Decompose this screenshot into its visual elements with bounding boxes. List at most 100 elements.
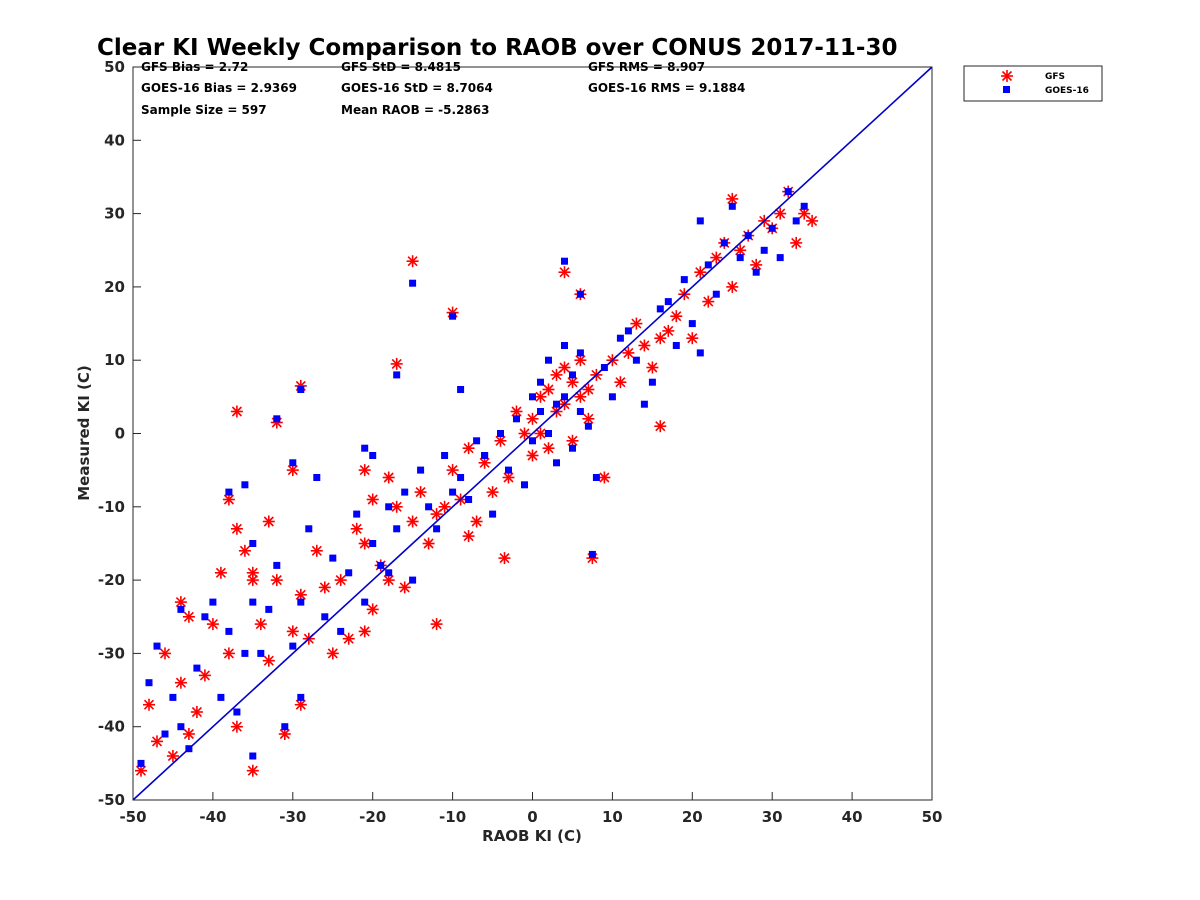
goes16-point bbox=[433, 525, 441, 533]
goes16-point bbox=[569, 444, 576, 452]
gfs-point bbox=[598, 471, 611, 484]
goes16-point bbox=[696, 349, 704, 357]
goes16-point bbox=[768, 224, 776, 232]
x-tick-label: 20 bbox=[682, 808, 703, 826]
goes16-point bbox=[545, 356, 552, 364]
y-axis-label: Measured KI (C) bbox=[75, 365, 93, 501]
gfs-point bbox=[230, 522, 243, 535]
goes16-point bbox=[337, 627, 345, 635]
gfs-point bbox=[622, 346, 635, 359]
stats-annotations: GFS Bias = 2.72 GFS StD = 8.4815 GFS RMS… bbox=[141, 60, 745, 117]
y-tick-label: 20 bbox=[104, 278, 125, 296]
gfs-point bbox=[558, 266, 571, 279]
goes16-point bbox=[680, 276, 688, 284]
gfs-point bbox=[286, 464, 299, 477]
goes16-point bbox=[369, 540, 377, 547]
gfs-point bbox=[790, 236, 803, 249]
goes16-point bbox=[153, 642, 161, 650]
gfs-point bbox=[390, 357, 403, 370]
gfs-point bbox=[806, 214, 819, 227]
x-tick-label: -10 bbox=[439, 808, 466, 826]
goes16-point bbox=[561, 342, 568, 349]
gfs-point bbox=[358, 464, 371, 477]
x-tick-label: -50 bbox=[119, 808, 146, 826]
goes16-point bbox=[257, 649, 265, 657]
gfs-point bbox=[494, 434, 507, 447]
gfs-point bbox=[342, 632, 355, 645]
gfs-point bbox=[174, 596, 187, 609]
goes16-point bbox=[704, 261, 712, 269]
gfs-point bbox=[726, 192, 739, 205]
gfs-point bbox=[470, 515, 483, 528]
goes16-point bbox=[640, 400, 648, 408]
goes16-point bbox=[537, 378, 544, 386]
gfs-point bbox=[350, 522, 363, 535]
goes16-point bbox=[449, 488, 457, 496]
goes16-point bbox=[393, 525, 401, 533]
chart-title: Clear KI Weekly Comparison to RAOB over … bbox=[97, 35, 897, 61]
x-tick-label: 0 bbox=[527, 808, 537, 826]
goes16-point bbox=[281, 723, 289, 731]
gfs-point bbox=[254, 618, 267, 631]
gfs-point bbox=[406, 255, 419, 268]
goes16-point bbox=[576, 408, 584, 415]
gfs-point bbox=[518, 427, 531, 440]
gfs-point bbox=[462, 442, 475, 455]
goes16-point bbox=[576, 349, 584, 357]
gfs-point bbox=[398, 581, 411, 594]
goes16-point bbox=[209, 598, 217, 606]
gfs-point bbox=[702, 295, 715, 308]
gfs-point bbox=[222, 493, 235, 506]
goes16-point bbox=[624, 327, 632, 335]
x-tick-label: -20 bbox=[359, 808, 386, 826]
goes16-point bbox=[329, 554, 337, 562]
goes16-point bbox=[369, 452, 377, 459]
gfs-point bbox=[654, 420, 667, 433]
x-tick-label: -30 bbox=[279, 808, 306, 826]
gfs-point bbox=[246, 764, 259, 777]
gfs-point bbox=[262, 515, 275, 528]
goes16-point bbox=[137, 759, 145, 767]
goes16-point bbox=[321, 613, 329, 621]
gfs-point bbox=[662, 324, 675, 337]
goes16-point bbox=[425, 503, 433, 511]
gfs-point bbox=[550, 368, 563, 381]
goes16-point bbox=[521, 481, 528, 489]
goes16-point bbox=[728, 202, 736, 210]
stat-goes16-bias: GOES-16 Bias = 2.9369 bbox=[141, 81, 297, 95]
y-tick-label: -10 bbox=[98, 498, 125, 516]
goes16-point bbox=[792, 217, 800, 225]
x-tick-label: 40 bbox=[842, 808, 863, 826]
goes16-point bbox=[553, 459, 560, 467]
goes16-point bbox=[249, 598, 257, 606]
y-tick-label: 0 bbox=[115, 425, 125, 443]
goes16-point bbox=[800, 202, 808, 210]
goes16-point bbox=[481, 452, 489, 459]
gfs-point bbox=[726, 280, 739, 293]
goes16-point bbox=[201, 613, 209, 621]
y-tick-label: -50 bbox=[98, 791, 125, 809]
stat-gfs-rms: GFS RMS = 8.907 bbox=[588, 60, 705, 74]
goes16-point bbox=[377, 561, 385, 569]
goes16-point bbox=[225, 627, 233, 635]
goes16-point bbox=[784, 188, 792, 196]
gfs-point bbox=[230, 720, 243, 733]
one-to-one-line bbox=[132, 66, 933, 801]
gfs-point bbox=[182, 610, 195, 623]
goes16-point bbox=[736, 254, 744, 262]
goes16-point bbox=[193, 664, 201, 672]
goes16-point bbox=[529, 437, 536, 445]
y-tick-label: 10 bbox=[104, 351, 125, 369]
goes16-point bbox=[353, 510, 361, 518]
goes16-point bbox=[409, 576, 417, 584]
goes16-point bbox=[672, 342, 680, 349]
gfs-point bbox=[670, 310, 683, 323]
gfs-point bbox=[446, 464, 459, 477]
goes16-point bbox=[313, 474, 321, 481]
gfs-point bbox=[366, 603, 379, 616]
goes16-point bbox=[489, 510, 497, 518]
gfs-point bbox=[498, 552, 511, 565]
goes16-point bbox=[664, 298, 672, 306]
gfs-point bbox=[174, 676, 187, 689]
goes16-point bbox=[505, 466, 512, 474]
